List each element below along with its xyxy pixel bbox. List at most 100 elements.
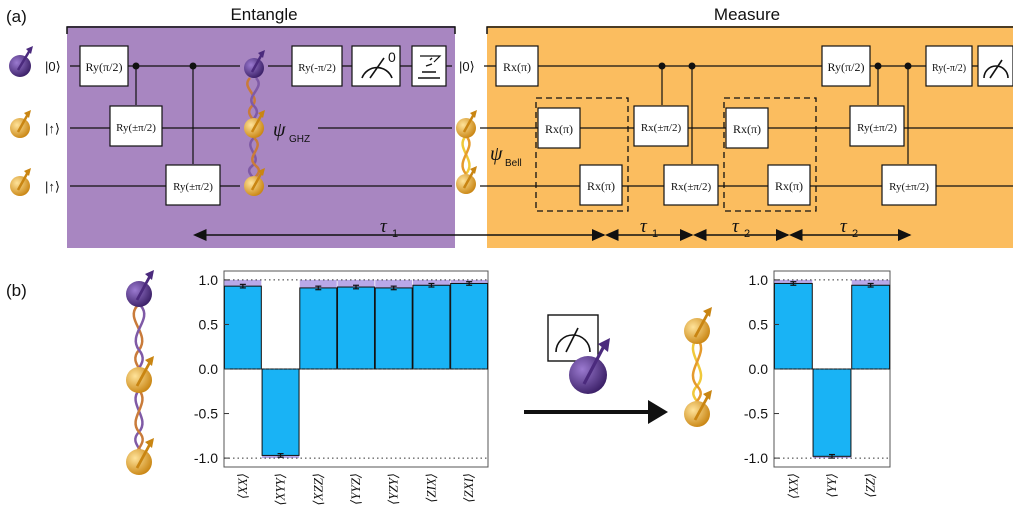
svg-text:Rx(±π/2): Rx(±π/2) bbox=[641, 122, 682, 134]
svg-text:Rx(π): Rx(π) bbox=[587, 179, 615, 193]
panel-label-b: (b) bbox=[6, 281, 27, 300]
gate-rx-pm: Rx(±π/2) bbox=[633, 105, 689, 147]
y-tick-label: -0.5 bbox=[194, 406, 218, 422]
y-tick-label: 0.0 bbox=[749, 361, 769, 377]
y-tick-label: -0.5 bbox=[744, 406, 768, 422]
y-tick-label: 0.5 bbox=[749, 316, 769, 332]
ghz-expectation-chart: ⟨XX⟩ ⟨XYY⟩ ⟨XZZ⟩ ⟨YYZ⟩ ⟨YZY⟩ ⟨ZIX⟩ ⟨ZXI⟩ 1.0 0.5… bbox=[194, 270, 489, 506]
gate-rx-pi: Rx(π) bbox=[537, 107, 581, 149]
delay-label-tau2: τ bbox=[840, 216, 848, 237]
data-bar bbox=[337, 286, 375, 370]
y-tick-label: 0.0 bbox=[199, 361, 219, 377]
control-dot bbox=[874, 62, 882, 70]
data-bar bbox=[299, 287, 338, 370]
y-tick-label: 1.0 bbox=[749, 272, 769, 288]
ghz-qubit bbox=[244, 110, 265, 138]
gate-ry-pm: Ry(±π/2) bbox=[109, 105, 163, 147]
input-label-3: |↑⟩ bbox=[45, 179, 60, 194]
bell-qubit bbox=[456, 166, 477, 194]
x-tick-label: ⟨YYZ⟩ bbox=[348, 473, 363, 505]
bell-state-label: ψ bbox=[490, 143, 503, 165]
x-tick-label: ⟨XYY⟩ bbox=[273, 473, 288, 506]
delay-label-tau2: τ bbox=[732, 216, 740, 237]
control-dot bbox=[132, 62, 140, 70]
svg-text:Ry(±π/2): Ry(±π/2) bbox=[857, 122, 897, 134]
ghz-state-label: ψ bbox=[273, 119, 286, 141]
chain-qubit bbox=[126, 438, 154, 475]
measurement-meter-icon bbox=[547, 314, 599, 362]
gate-ry-pm: Ry(±π/2) bbox=[165, 164, 221, 206]
echo-box bbox=[535, 97, 629, 212]
gate-rx-pi: Rx(π) bbox=[767, 164, 811, 206]
chain-qubit bbox=[126, 270, 154, 307]
svg-text:Ry(π/2): Ry(π/2) bbox=[828, 60, 865, 74]
bell-illustration bbox=[691, 337, 703, 412]
delay-label-tau1: τ bbox=[640, 216, 648, 237]
svg-text:Ry(±π/2): Ry(±π/2) bbox=[173, 181, 213, 193]
delay-sub-tau2: 2 bbox=[744, 228, 750, 240]
svg-text:Ry(π/2): Ry(π/2) bbox=[86, 60, 123, 74]
x-tick-label: ⟨ZZ⟩ bbox=[863, 473, 878, 498]
gate-ry-half-neg: Ry(-π/2) bbox=[291, 45, 343, 87]
measure-title: Measure bbox=[714, 5, 780, 24]
data-bar bbox=[773, 282, 813, 370]
input-qubit-3 bbox=[10, 168, 31, 196]
gate-rx-pi: Rx(π) bbox=[725, 107, 769, 149]
ghz-state-subscript: GHZ bbox=[289, 134, 310, 145]
delay-sub-tau1: 1 bbox=[652, 228, 658, 240]
svg-text:Rx(π): Rx(π) bbox=[545, 122, 573, 136]
gate-ry-pm: Ry(±π/2) bbox=[881, 164, 937, 206]
bell-qubit bbox=[684, 307, 712, 344]
x-tick-label: ⟨XX⟩ bbox=[785, 473, 800, 499]
delay-label-tau1: τ bbox=[380, 216, 388, 237]
data-bar bbox=[450, 282, 489, 370]
x-tick-label: ⟨YZY⟩ bbox=[386, 473, 401, 505]
control-dot bbox=[688, 62, 696, 70]
bell-state-subscript: Bell bbox=[505, 158, 522, 169]
gate-ry-pm: Ry(±π/2) bbox=[849, 105, 905, 147]
y-tick-label: 0.5 bbox=[199, 316, 219, 332]
data-bar bbox=[412, 284, 451, 370]
svg-text:Ry(±π/2): Ry(±π/2) bbox=[116, 122, 156, 134]
input-qubit-1 bbox=[9, 46, 33, 77]
arrow-head bbox=[648, 400, 668, 424]
input-label-1: |0⟩ bbox=[45, 59, 61, 74]
x-tick-label: ⟨XX⟩ bbox=[235, 473, 250, 499]
x-tick-label: ⟨YY⟩ bbox=[824, 473, 839, 498]
measure-bracket bbox=[486, 26, 1013, 34]
data-bar bbox=[261, 368, 300, 456]
delay-sub-tau2: 2 bbox=[852, 228, 858, 240]
data-bar bbox=[851, 284, 891, 370]
svg-text:Rx(π): Rx(π) bbox=[775, 179, 803, 193]
echo-box bbox=[723, 97, 817, 212]
gate-rx-pm: Rx(±π/2) bbox=[663, 164, 719, 206]
x-tick-label: ⟨XZZ⟩ bbox=[310, 473, 325, 506]
x-tick-label: ⟨ZIX⟩ bbox=[423, 473, 438, 503]
measured-qubit bbox=[569, 338, 610, 394]
ghz-qubit bbox=[244, 50, 265, 78]
delay-sub-tau1: 1 bbox=[392, 228, 398, 240]
entangle-bracket bbox=[66, 26, 456, 34]
svg-text:Ry(-π/2): Ry(-π/2) bbox=[298, 62, 336, 74]
gate-ry-half: Ry(π/2) bbox=[821, 45, 871, 87]
data-bar bbox=[223, 285, 262, 370]
input-qubit-2 bbox=[10, 110, 31, 138]
measurement-meter-icon bbox=[977, 45, 1013, 87]
data-bar bbox=[812, 368, 852, 457]
y-tick-label: 1.0 bbox=[199, 272, 219, 288]
entangle-title: Entangle bbox=[230, 5, 297, 24]
panel-label-a: (a) bbox=[6, 7, 27, 26]
svg-text:Rx(±π/2): Rx(±π/2) bbox=[671, 181, 712, 193]
x-tick-label: ⟨ZXI⟩ bbox=[461, 473, 476, 503]
svg-text:Ry(-π/2): Ry(-π/2) bbox=[932, 63, 966, 74]
gate-rx-pi: Rx(π) bbox=[579, 164, 623, 206]
ghz-qubit bbox=[244, 168, 265, 196]
data-bar bbox=[374, 287, 413, 370]
y-tick-label: -1.0 bbox=[194, 450, 218, 466]
bell-qubit bbox=[456, 110, 477, 138]
reset-pulse-icon bbox=[411, 45, 447, 87]
bell-qubit bbox=[684, 390, 712, 427]
gate-ry-half-neg: Ry(-π/2) bbox=[925, 45, 973, 87]
svg-text:Rx(π): Rx(π) bbox=[503, 60, 531, 74]
